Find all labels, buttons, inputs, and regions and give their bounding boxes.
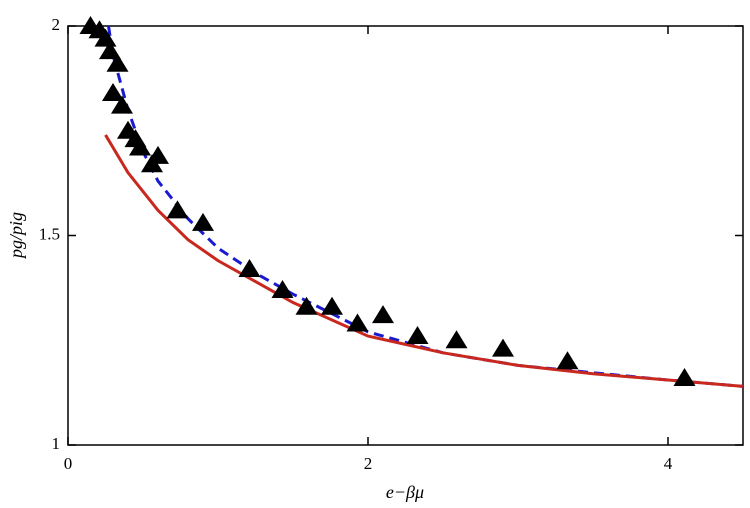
data-point [166, 200, 189, 219]
y-tick-label: 1 [52, 434, 61, 453]
data-point [106, 53, 129, 72]
x-tick-label: 2 [364, 454, 373, 473]
x-tick-label: 0 [64, 454, 73, 473]
y-axis-title: pg/pig [6, 212, 26, 260]
data-point [673, 367, 696, 386]
data-point [192, 212, 214, 231]
data-point [295, 296, 318, 315]
data-point [238, 259, 261, 278]
data-point [111, 95, 133, 114]
data-point [102, 83, 124, 102]
data-point [406, 326, 429, 345]
x-tick-label: 4 [664, 454, 673, 473]
data-line [107, 25, 744, 388]
data-point [94, 28, 117, 47]
data-point [372, 305, 394, 324]
y-tick-label: 1.5 [39, 224, 60, 243]
x-axis-title: e−βμ [386, 482, 424, 502]
data-point [147, 145, 169, 164]
data-point [492, 338, 514, 357]
data-point [556, 351, 579, 370]
data-point [271, 279, 294, 298]
data-point [346, 313, 369, 332]
data-point [129, 137, 151, 156]
plot-frame [67, 25, 744, 446]
data-line [104, 134, 744, 388]
data-point [321, 296, 343, 315]
data-point [445, 330, 468, 349]
y-tick-label: 2 [52, 15, 61, 34]
data-point [99, 41, 121, 60]
